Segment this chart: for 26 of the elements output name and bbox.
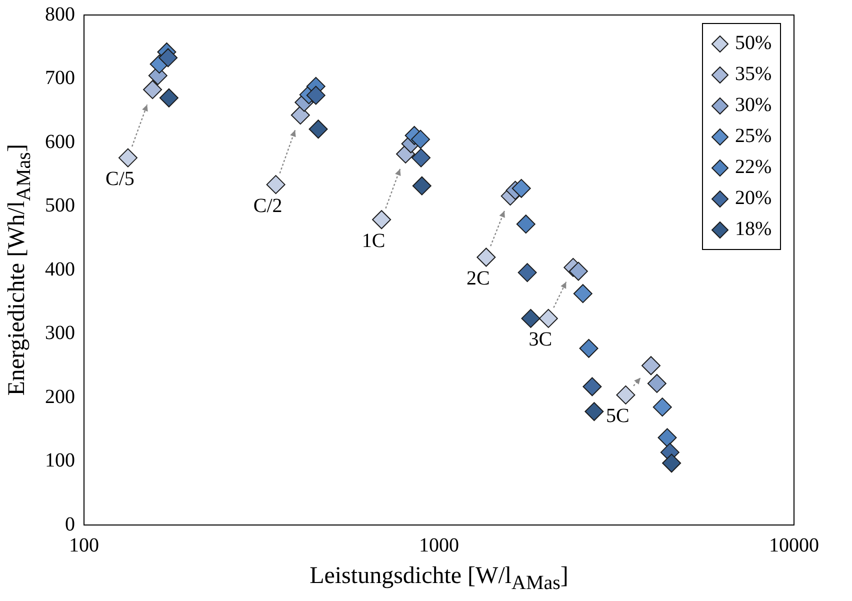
legend-label: 50% [735,32,772,55]
annotation: 5C [606,405,630,428]
y-tick-label: 500 [45,194,75,216]
annotation: C/5 [106,168,134,190]
y-tick-label: 700 [45,67,75,89]
annotation: C/2 [253,194,282,217]
x-tick-label: 1000 [419,534,459,556]
y-tick-label: 100 [45,450,75,472]
legend-label: 25% [735,125,772,148]
y-tick-label: 400 [45,258,75,280]
annotation: 2C [466,268,490,290]
y-tick-label: 800 [45,3,75,26]
annotation: 3C [528,328,552,351]
legend-label: 20% [735,187,772,210]
x-tick-label: 100 [69,534,99,556]
y-tick-label: 600 [45,130,75,153]
x-axis-title: Leistungsdichte [W/l$_{AMas}$] [308,563,570,595]
y-tick-label: 200 [45,386,75,408]
annotation: 1C [362,230,386,252]
y-tick-label: 300 [45,322,75,344]
legend-label: 18% [735,218,772,241]
x-tick-label: 10000 [769,534,819,556]
y-tick-label: 0 [65,513,75,536]
legend-label: 35% [735,63,772,86]
legend-label: 30% [735,94,772,117]
legend-label: 22% [735,156,772,179]
